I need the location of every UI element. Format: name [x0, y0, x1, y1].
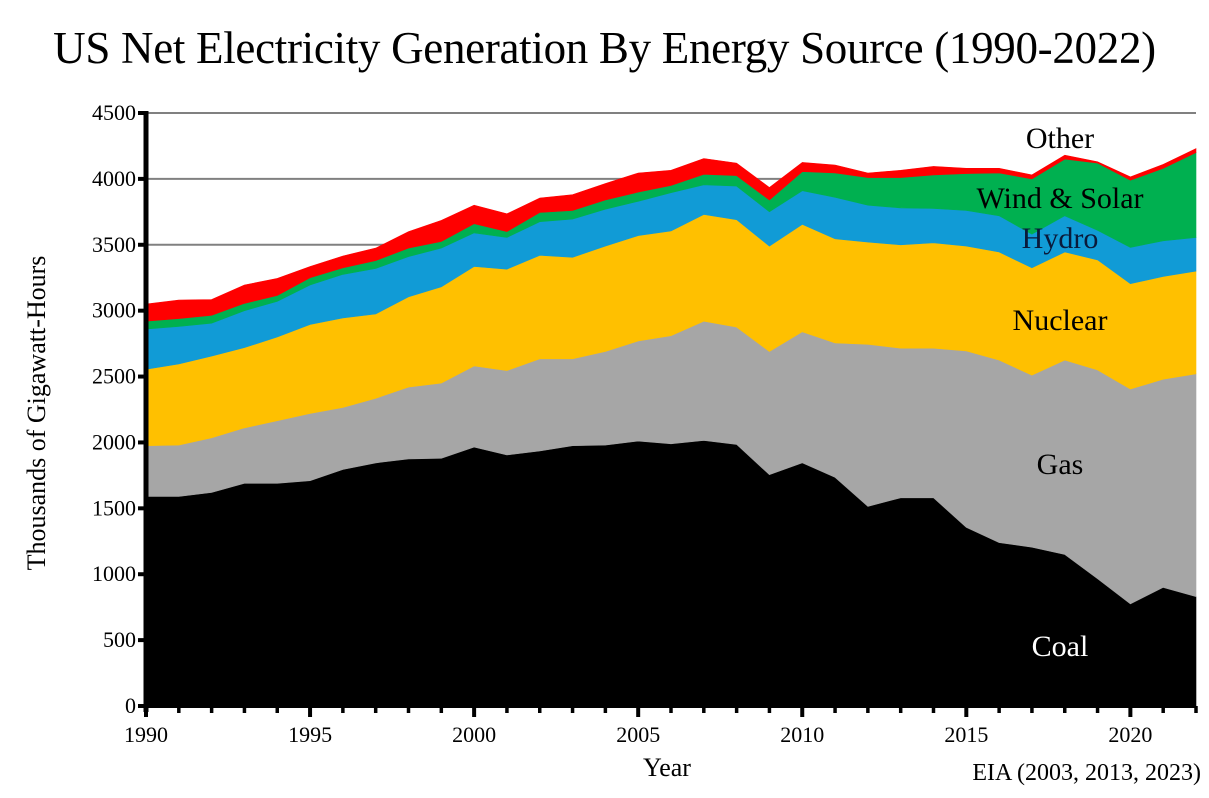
series-labels: Coal Gas Nuclear Hydro Wind & Solar Other: [976, 122, 1143, 663]
series-label-other: Other: [1026, 122, 1094, 155]
y-axis-title: Thousands of Gigawatt-Hours: [22, 256, 51, 571]
series-label-nuclear: Nuclear: [1013, 304, 1108, 337]
y-tick-label: 1000: [92, 561, 136, 586]
y-tick-label: 1500: [92, 495, 136, 520]
x-tick-label: 2020: [1108, 722, 1152, 747]
axes: [142, 111, 1196, 712]
y-tick-label: 3500: [92, 232, 136, 257]
y-tick-label: 2500: [92, 364, 136, 389]
x-tick-label: 2010: [780, 722, 824, 747]
y-tick-label: 4500: [92, 100, 136, 125]
series-label-gas: Gas: [1037, 448, 1084, 481]
x-tick-label: 1995: [288, 722, 332, 747]
x-tick-label: 2000: [452, 722, 496, 747]
source-note: EIA (2003, 2013, 2023): [972, 760, 1201, 786]
y-tick-label: 0: [125, 693, 136, 718]
x-axis-title: Year: [643, 753, 691, 782]
x-tick-label: 1990: [124, 722, 168, 747]
y-tick-label: 4000: [92, 166, 136, 191]
series-label-hydro: Hydro: [1022, 222, 1099, 255]
y-axis-ticks: 0 500 1000 1500 2000 2500 3000 3500 4000 4500: [92, 100, 146, 718]
area-other: [145, 148, 1197, 322]
series-label-coal: Coal: [1032, 630, 1089, 663]
y-tick-label: 500: [103, 627, 136, 652]
chart-title: US Net Electricity Generation By Energy …: [53, 23, 1156, 73]
series-label-wind-solar: Wind & Solar: [976, 182, 1143, 215]
x-tick-label: 2015: [944, 722, 988, 747]
x-axis-ticks: 1990 1995 2000 2005 2010 2015 2020: [124, 706, 1198, 747]
x-tick-label: 2005: [616, 722, 660, 747]
y-tick-label: 2000: [92, 429, 136, 454]
series-areas: [145, 148, 1197, 707]
y-tick-label: 3000: [92, 298, 136, 323]
